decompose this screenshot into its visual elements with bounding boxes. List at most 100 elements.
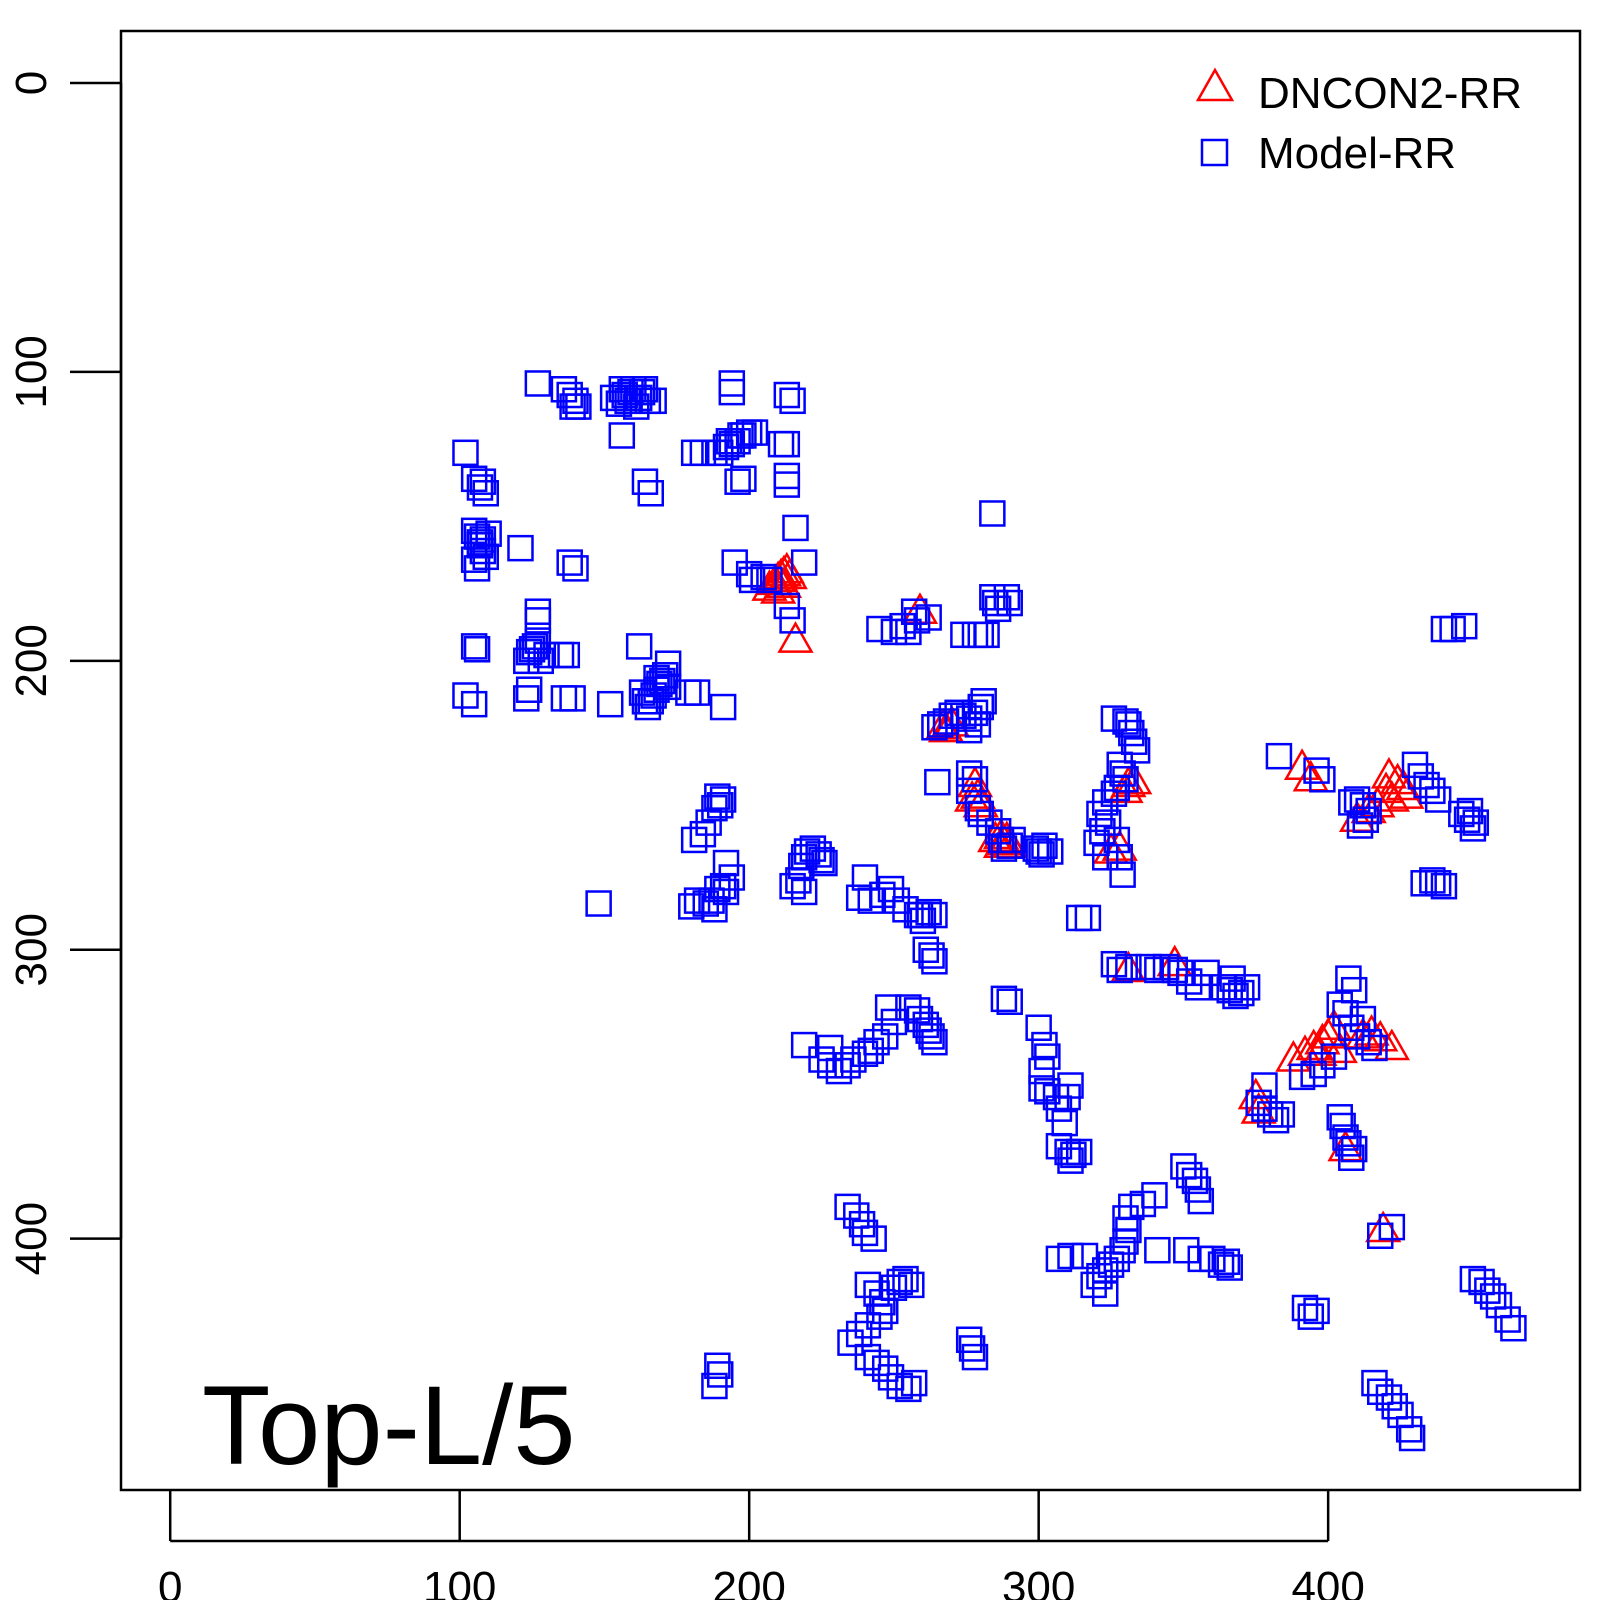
model-rr-point [718, 370, 746, 397]
dncon2-rr-point [1364, 1210, 1402, 1243]
model-rr-point [871, 1297, 899, 1325]
model-rr-point [1199, 1245, 1226, 1273]
model-rr-point [1424, 786, 1452, 813]
model-rr-point [1152, 953, 1180, 981]
model-rr-point [1025, 1014, 1052, 1041]
model-rr-point [921, 901, 948, 929]
model-rr-point [773, 471, 801, 498]
model-rr-point [1135, 953, 1162, 981]
chart-annotation: Top-L/5 [202, 1363, 576, 1488]
model-rr-point [834, 1193, 861, 1221]
model-rr-point [924, 768, 951, 796]
dncon2-rr-point [1237, 1077, 1274, 1110]
model-rr-point [680, 826, 708, 854]
model-rr-point [1355, 797, 1382, 825]
model-rr-point [562, 387, 589, 415]
model-rr-point [874, 994, 902, 1021]
model-rr-point [892, 1265, 919, 1293]
model-rr-point [1120, 728, 1148, 755]
model-rr-point [724, 468, 751, 495]
model-rr-point [718, 864, 746, 891]
model-rr-point [1219, 965, 1246, 992]
model-rr-point [718, 378, 746, 406]
model-rr-point [1349, 1005, 1377, 1033]
model-rr-point [689, 820, 717, 848]
model-rr-point [1479, 1283, 1507, 1310]
model-rr-point [883, 887, 911, 914]
model-rr-point [1074, 904, 1102, 932]
model-rr-point [527, 647, 555, 675]
model-rr-point [1367, 1378, 1394, 1406]
dncon2-rr-point [1373, 779, 1410, 812]
model-rr-point [709, 786, 737, 813]
model-rr-point [1453, 806, 1481, 833]
model-rr-point [790, 549, 818, 576]
model-rr-point [900, 1369, 928, 1397]
model-rr-point [1430, 872, 1458, 900]
model-rr-point [863, 1349, 890, 1377]
model-rr-point [1175, 968, 1203, 995]
model-rr-point [704, 1352, 731, 1380]
model-rr-point [646, 670, 673, 698]
model-rr-point [1456, 797, 1484, 825]
model-rr-point [1118, 719, 1145, 747]
model-rr-point [1207, 1251, 1235, 1278]
model-rr-point [533, 641, 560, 669]
model-rr-point [608, 422, 636, 449]
model-rr-point [1071, 1242, 1099, 1270]
model-rr-point [860, 1225, 887, 1252]
model-rr-point [857, 1037, 885, 1065]
model-rr-markers [452, 370, 1527, 1452]
model-rr-point [756, 566, 783, 594]
model-rr-point [1167, 959, 1194, 987]
model-rr-point [955, 760, 983, 787]
model-rr-point [1100, 780, 1128, 807]
model-rr-point [1265, 742, 1293, 770]
legend-square-marker [1200, 138, 1229, 167]
model-rr-point [1091, 1280, 1119, 1307]
model-rr-point [1051, 1109, 1078, 1137]
model-rr-point [741, 419, 769, 446]
dncon2-rr-point [777, 621, 814, 653]
model-rr-point [915, 898, 942, 926]
legend: DNCON2-RR Model-RR [1195, 67, 1522, 178]
model-rr-point [750, 563, 777, 591]
model-rr-point [452, 439, 479, 467]
model-rr-point [1106, 956, 1133, 984]
model-rr-point [472, 480, 499, 507]
model-rr-point [1398, 1424, 1426, 1452]
dncon2-rr-point [959, 777, 997, 809]
model-rr-point [808, 846, 835, 874]
model-rr-point [1065, 904, 1093, 932]
model-rr-point [779, 387, 806, 415]
model-rr-point [990, 835, 1018, 862]
model-rr-point [1450, 612, 1478, 640]
model-rr-point [1083, 829, 1110, 857]
model-rr-point [553, 641, 581, 669]
model-rr-point [643, 664, 670, 692]
model-rr-point [625, 633, 653, 660]
model-rr-point [837, 1329, 864, 1356]
model-rr-point [900, 598, 928, 625]
model-rr-point [1332, 1000, 1359, 1027]
model-rr-point [816, 1052, 844, 1079]
model-rr-point [779, 607, 806, 634]
model-rr-point [1115, 711, 1142, 738]
model-rr-point [773, 430, 801, 458]
model-rr-point [452, 682, 479, 709]
model-rr-point [1193, 959, 1220, 987]
model-rr-point [460, 546, 488, 573]
model-rr-point [463, 636, 491, 663]
model-rr-point [979, 500, 1006, 527]
model-rr-point [921, 1028, 948, 1056]
model-rr-point [1228, 979, 1255, 1007]
model-rr-point [1065, 1138, 1093, 1166]
model-rr-point [466, 474, 494, 501]
model-rr-point [906, 901, 934, 929]
model-rr-point [967, 800, 995, 828]
model-rr-point [1106, 844, 1133, 871]
model-rr-point [1144, 1236, 1171, 1264]
model-rr-point [996, 988, 1023, 1015]
y-tick-label: 100 [7, 335, 56, 408]
model-rr-point [1361, 1034, 1388, 1062]
